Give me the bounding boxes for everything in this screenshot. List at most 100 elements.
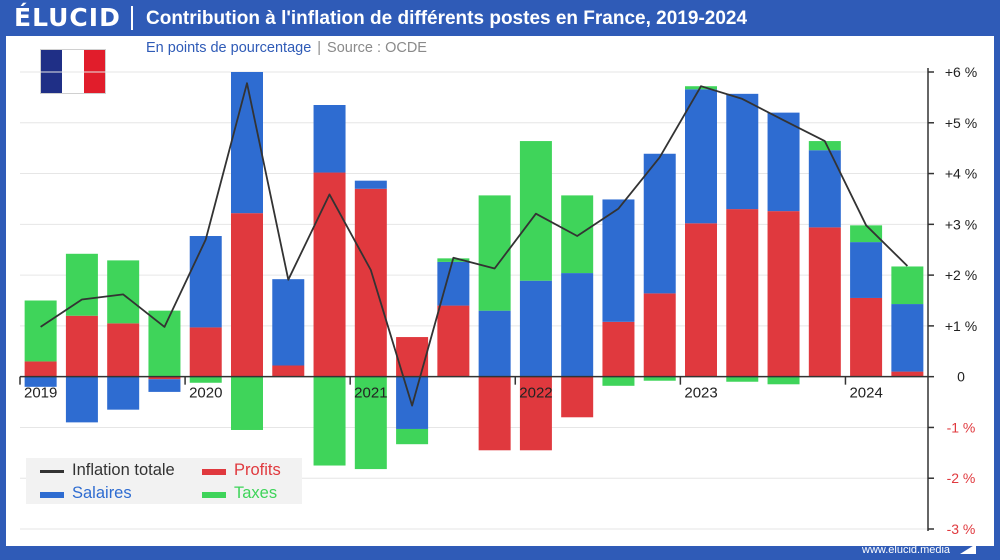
footer-site: www.elucid.media (862, 544, 951, 556)
bar-salaires (643, 153, 676, 294)
y-tick-label: +6 % (945, 64, 977, 80)
bar-taxes (396, 428, 429, 445)
y-tick-label: +1 % (945, 318, 977, 334)
bar-salaires (519, 280, 552, 377)
legend-swatch-profits (202, 469, 226, 475)
bar-salaires (478, 310, 511, 377)
bar-taxes (602, 376, 635, 386)
x-year-label: 2022 (519, 385, 552, 402)
bar-profits (107, 323, 140, 377)
axes (19, 68, 934, 531)
bar-salaires (107, 376, 140, 410)
bar-profits (767, 211, 800, 377)
source-label: Source : OCDE (327, 40, 427, 56)
bar-taxes (891, 266, 924, 305)
bar-profits (561, 376, 594, 418)
y-tick-label: -3 % (947, 521, 976, 537)
elucid-logo: ÉLUCID (14, 3, 121, 32)
stacked-bars (24, 72, 924, 470)
subtitle-separator: | (317, 40, 322, 56)
bar-salaires (148, 379, 181, 392)
bar-taxes (189, 376, 222, 383)
y-tick-label: -1 % (947, 419, 976, 435)
bar-profits (189, 327, 222, 377)
bar-salaires (602, 199, 635, 322)
bar-profits (891, 371, 924, 377)
unit-label: En points de pourcentage (146, 40, 312, 56)
bar-profits (313, 172, 346, 377)
y-tick-label: +2 % (945, 267, 977, 283)
y-tick-label: 0 (957, 369, 965, 385)
x-year-label: 2023 (684, 385, 717, 402)
bar-profits (272, 365, 305, 377)
x-axis-labels: 2019 2020 2021 2022 2023 2024 (24, 385, 883, 402)
bar-salaires (189, 236, 222, 328)
x-year-label: 2024 (849, 385, 882, 402)
bar-taxes (726, 376, 759, 382)
bar-salaires (354, 180, 387, 189)
bar-salaires (231, 72, 263, 214)
bar-profits (643, 293, 676, 377)
bar-profits (231, 213, 263, 377)
bar-profits (602, 321, 635, 377)
total-inflation-line (40, 82, 909, 407)
bar-salaires (726, 93, 759, 210)
legend: Inflation totale Profits Salaires Taxes (26, 458, 302, 504)
chart-title: Contribution à l'inflation de différents… (146, 8, 748, 29)
x-year-label: 2021 (354, 385, 387, 402)
bar-salaires (272, 279, 305, 366)
bar-profits (478, 376, 511, 451)
bar-profits (808, 227, 841, 377)
bar-taxes (24, 300, 57, 362)
x-year-label: 2019 (24, 385, 57, 402)
bar-salaires (65, 376, 98, 423)
bar-taxes (561, 195, 594, 274)
bar-salaires (561, 273, 594, 377)
y-tick-label: +4 % (945, 166, 977, 182)
bar-taxes (519, 141, 552, 281)
legend-swatch-total (40, 470, 64, 473)
bar-taxes (148, 310, 181, 377)
legend-label-profits: Profits (234, 461, 281, 479)
y-tick-label: -2 % (947, 470, 976, 486)
bar-profits (65, 315, 98, 377)
x-year-label: 2020 (189, 385, 222, 402)
bar-salaires (891, 304, 924, 372)
header-bar: ÉLUCID Contribution à l'inflation de dif… (0, 0, 1000, 36)
elucid-mark-icon (960, 544, 976, 554)
bar-profits (726, 209, 759, 377)
legend-label-salaires: Salaires (72, 484, 132, 502)
bar-salaires (808, 150, 841, 228)
logo-divider (131, 6, 133, 30)
bar-profits (685, 223, 717, 377)
chart-subtitle: En points de pourcentage | Source : OCDE (146, 38, 427, 58)
bar-salaires (685, 89, 717, 224)
bar-salaires (24, 376, 57, 387)
bar-profits (24, 361, 57, 377)
bar-taxes (808, 141, 841, 151)
bar-taxes (313, 376, 346, 466)
bar-salaires (767, 112, 800, 212)
y-tick-label: +3 % (945, 216, 977, 232)
legend-swatch-taxes (202, 492, 226, 498)
legend-label-total: Inflation totale (72, 461, 175, 479)
bar-profits (148, 376, 181, 380)
bar-profits (850, 297, 883, 377)
bar-taxes (767, 376, 800, 385)
bar-salaires (313, 105, 346, 173)
bar-taxes (850, 225, 883, 243)
bar-taxes (107, 260, 140, 324)
y-tick-label: +5 % (945, 115, 977, 131)
bar-profits (354, 188, 387, 377)
legend-label-taxes: Taxes (234, 484, 278, 502)
legend-swatch-salaires (40, 492, 64, 498)
bar-profits (519, 376, 552, 451)
bar-profits (437, 305, 470, 377)
y-axis-labels: +6 % +5 % +4 % +3 % +2 % +1 % 0 -1 % -2 % -3 % (945, 64, 977, 537)
bar-salaires (850, 242, 883, 298)
bar-taxes (65, 253, 98, 316)
bar-taxes (643, 376, 676, 381)
bar-taxes (354, 376, 387, 470)
bar-taxes (231, 376, 263, 430)
